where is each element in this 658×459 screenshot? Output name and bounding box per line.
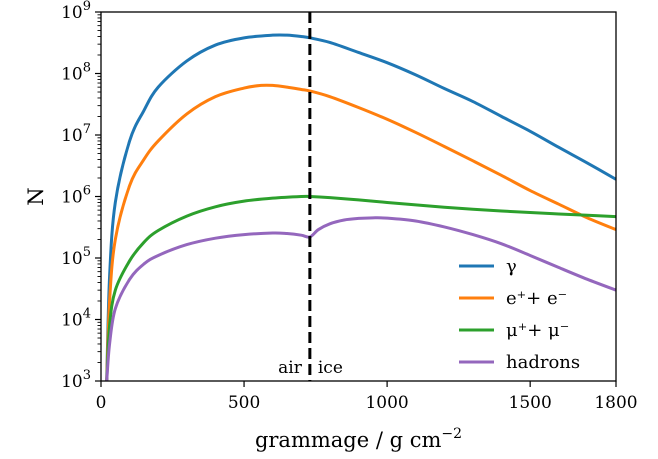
y-tick-label: 104 <box>61 307 91 331</box>
legend-label-0: γ <box>506 256 517 277</box>
x-tick-label: 1500 <box>509 393 552 413</box>
legend-label-1: e⁺+ e⁻ <box>506 288 567 309</box>
x-axis-ticks: 0 500 1000 1500 1800 <box>96 381 638 413</box>
y-tick-label: 108 <box>61 61 91 85</box>
x-tick-label: 0 <box>96 393 107 413</box>
y-tick-label: 106 <box>61 184 91 208</box>
y-axis-label: N <box>24 187 48 205</box>
y-axis-ticks: 103 104 105 106 107 108 109 <box>61 0 101 392</box>
x-tick-label: 1800 <box>594 393 637 413</box>
x-axis-label-exponent: −2 <box>441 426 462 442</box>
series-line-3 <box>105 216 616 381</box>
x-tick-label: 1000 <box>365 393 408 413</box>
x-axis-label-text: grammage / g cm <box>255 428 442 452</box>
x-tick-label: 500 <box>228 393 260 413</box>
series-line-0 <box>105 33 616 381</box>
legend-label-2: μ⁺+ μ⁻ <box>506 320 569 341</box>
y-tick-label: 107 <box>61 122 91 146</box>
legend: γ e⁺+ e⁻ μ⁺+ μ⁻ hadrons <box>459 256 580 373</box>
boundary-label-air: air <box>278 358 303 378</box>
y-tick-label: 109 <box>61 0 91 23</box>
legend-label-3: hadrons <box>506 352 580 373</box>
y-tick-label: 103 <box>61 368 91 392</box>
y-tick-label: 105 <box>61 245 91 269</box>
x-axis-label: grammage / g cm−2 <box>255 426 462 452</box>
series-line-1 <box>105 83 616 381</box>
boundary-label-ice: ice <box>318 358 343 378</box>
